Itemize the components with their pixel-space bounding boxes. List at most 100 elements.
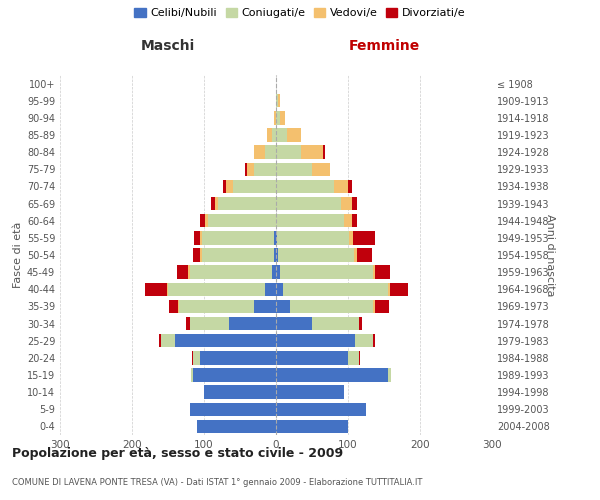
Bar <box>211 197 215 210</box>
Bar <box>341 197 352 210</box>
Bar <box>247 162 254 176</box>
Bar <box>276 402 366 416</box>
Bar <box>204 386 276 399</box>
Bar <box>376 266 390 279</box>
Bar <box>276 300 290 313</box>
Bar <box>312 317 359 330</box>
Bar <box>272 128 276 141</box>
Bar <box>390 282 408 296</box>
Bar <box>354 248 358 262</box>
Legend: Celibi/Nubili, Coniugati/e, Vedovi/e, Divorziati/e: Celibi/Nubili, Coniugati/e, Vedovi/e, Di… <box>132 6 468 20</box>
Bar <box>193 248 200 262</box>
Bar <box>388 368 391 382</box>
Bar <box>348 180 352 193</box>
Bar <box>277 231 349 244</box>
Bar <box>265 282 276 296</box>
Text: COMUNE DI LAVENA PONTE TRESA (VA) - Dati ISTAT 1° gennaio 2009 - Elaborazione TU: COMUNE DI LAVENA PONTE TRESA (VA) - Dati… <box>12 478 422 487</box>
Bar <box>254 146 265 159</box>
Bar <box>202 248 274 262</box>
Bar <box>373 266 376 279</box>
Y-axis label: Fasce di età: Fasce di età <box>13 222 23 288</box>
Bar <box>276 266 280 279</box>
Bar <box>274 248 276 262</box>
Bar <box>348 351 359 364</box>
Bar <box>283 282 388 296</box>
Bar <box>276 420 348 433</box>
Bar <box>178 300 179 313</box>
Bar <box>349 231 353 244</box>
Bar <box>274 111 276 124</box>
Bar <box>191 368 193 382</box>
Bar <box>175 334 276 347</box>
Bar <box>161 334 175 347</box>
Bar <box>245 162 247 176</box>
Bar <box>223 180 226 193</box>
Bar <box>323 146 325 159</box>
Bar <box>208 214 276 228</box>
Bar <box>205 214 208 228</box>
Bar <box>301 146 323 159</box>
Text: Maschi: Maschi <box>141 38 195 52</box>
Bar <box>352 197 358 210</box>
Bar <box>287 128 301 141</box>
Bar <box>276 162 312 176</box>
Bar <box>276 128 287 141</box>
Bar <box>374 300 389 313</box>
Bar <box>276 334 355 347</box>
Bar <box>218 197 276 210</box>
Bar <box>160 334 161 347</box>
Bar <box>229 317 276 330</box>
Bar <box>215 197 218 210</box>
Bar <box>200 214 205 228</box>
Bar <box>274 231 276 244</box>
Bar <box>359 351 360 364</box>
Bar <box>178 266 188 279</box>
Bar <box>169 300 178 313</box>
Bar <box>179 300 254 313</box>
Bar <box>272 266 276 279</box>
Bar <box>200 351 276 364</box>
Bar <box>276 94 278 108</box>
Bar <box>280 111 286 124</box>
Bar <box>254 162 276 176</box>
Bar <box>359 317 362 330</box>
Bar <box>355 334 373 347</box>
Bar <box>197 420 276 433</box>
Bar <box>290 300 373 313</box>
Bar <box>276 146 301 159</box>
Bar <box>190 317 229 330</box>
Bar <box>233 180 276 193</box>
Bar <box>278 248 354 262</box>
Bar <box>202 231 274 244</box>
Bar <box>145 282 167 296</box>
Bar <box>280 266 373 279</box>
Bar <box>190 402 276 416</box>
Bar <box>168 282 265 296</box>
Bar <box>276 231 277 244</box>
Bar <box>276 248 278 262</box>
Bar <box>200 231 202 244</box>
Bar <box>344 214 352 228</box>
Bar <box>388 282 390 296</box>
Bar <box>276 282 283 296</box>
Bar <box>190 266 272 279</box>
Bar <box>276 386 344 399</box>
Bar <box>276 180 334 193</box>
Bar <box>276 197 341 210</box>
Y-axis label: Anni di nascita: Anni di nascita <box>545 214 555 296</box>
Bar <box>276 214 344 228</box>
Bar <box>373 334 374 347</box>
Bar <box>226 180 233 193</box>
Bar <box>276 317 312 330</box>
Bar <box>200 248 202 262</box>
Bar <box>276 111 280 124</box>
Bar <box>352 214 358 228</box>
Bar <box>193 368 276 382</box>
Bar <box>353 231 374 244</box>
Bar <box>186 317 190 330</box>
Bar <box>188 266 190 279</box>
Bar <box>254 300 276 313</box>
Bar <box>266 128 272 141</box>
Bar <box>193 351 200 364</box>
Bar <box>194 231 200 244</box>
